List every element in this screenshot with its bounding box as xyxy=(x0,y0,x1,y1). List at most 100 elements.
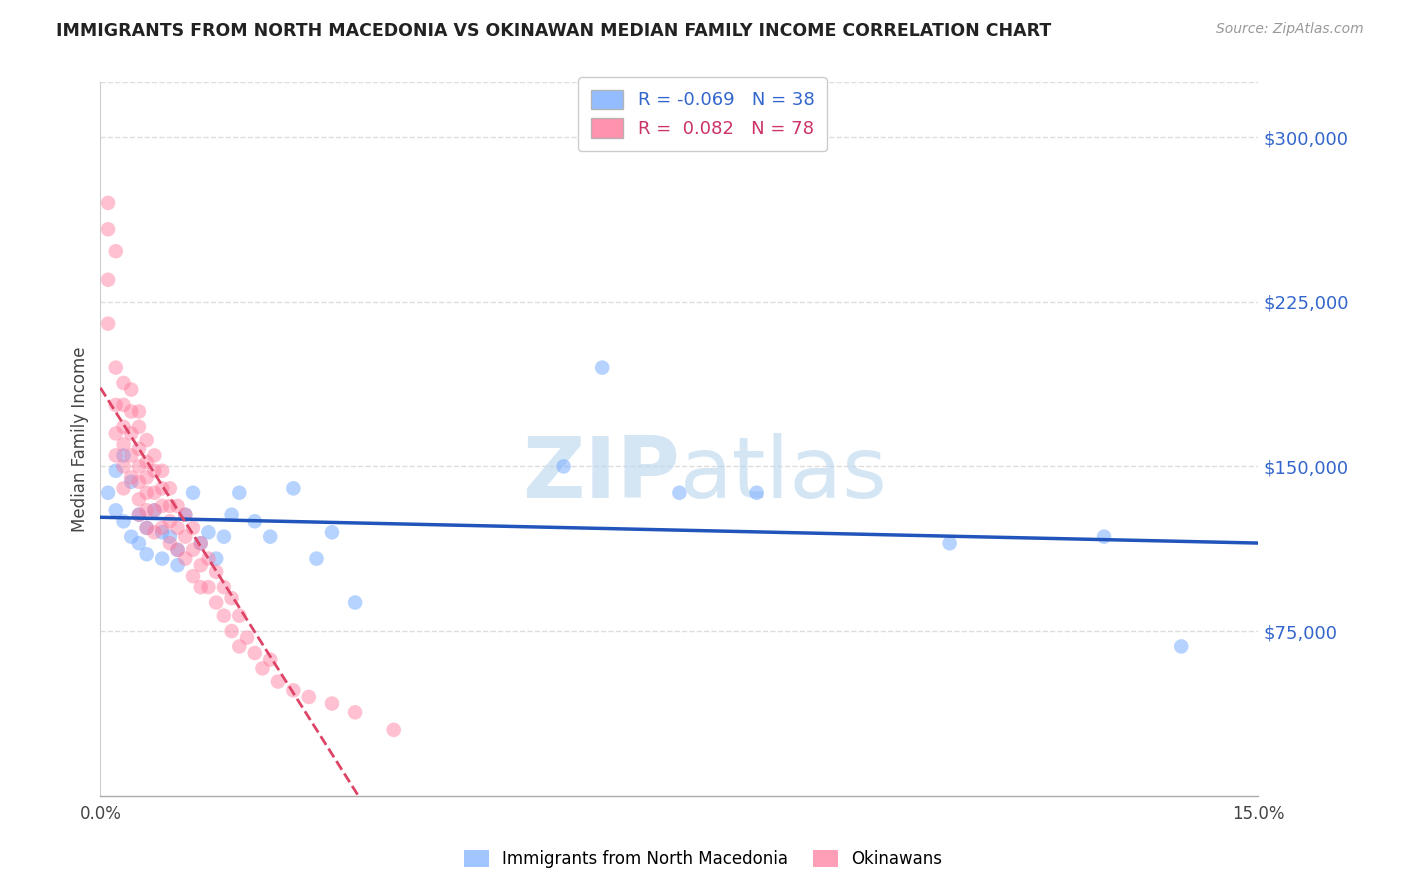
Point xyxy=(128,475,150,489)
Point xyxy=(321,697,343,711)
Point xyxy=(120,426,142,441)
Point xyxy=(166,521,188,535)
Point xyxy=(181,521,204,535)
Point xyxy=(97,195,120,210)
Point xyxy=(143,464,166,478)
Point xyxy=(150,521,173,535)
Point xyxy=(150,481,173,495)
Point xyxy=(120,449,142,463)
Point xyxy=(190,558,212,573)
Point xyxy=(150,464,173,478)
Point xyxy=(190,536,212,550)
Point xyxy=(143,449,166,463)
Point xyxy=(135,503,157,517)
Point xyxy=(159,514,181,528)
Point xyxy=(112,449,135,463)
Point xyxy=(135,455,157,469)
Point xyxy=(104,449,127,463)
Point xyxy=(128,404,150,418)
Point xyxy=(181,569,204,583)
Point xyxy=(104,503,127,517)
Point xyxy=(135,485,157,500)
Point xyxy=(120,530,142,544)
Point xyxy=(128,492,150,507)
Point xyxy=(221,591,243,606)
Point xyxy=(143,503,166,517)
Point xyxy=(135,521,157,535)
Point xyxy=(1092,530,1115,544)
Legend: R = -0.069   N = 38, R =  0.082   N = 78: R = -0.069 N = 38, R = 0.082 N = 78 xyxy=(578,77,827,151)
Point xyxy=(267,674,290,689)
Point xyxy=(283,481,305,495)
Point xyxy=(205,551,228,566)
Point xyxy=(305,551,328,566)
Point xyxy=(128,442,150,456)
Point xyxy=(197,580,219,594)
Point xyxy=(120,475,142,489)
Point xyxy=(668,485,690,500)
Point xyxy=(166,542,188,557)
Point xyxy=(344,595,367,609)
Point xyxy=(112,376,135,390)
Point xyxy=(120,383,142,397)
Point xyxy=(166,499,188,513)
Point xyxy=(228,608,250,623)
Point xyxy=(143,485,166,500)
Point xyxy=(112,459,135,474)
Point xyxy=(97,317,120,331)
Point xyxy=(135,521,157,535)
Point xyxy=(236,631,259,645)
Point xyxy=(344,706,367,720)
Point xyxy=(174,508,197,522)
Point xyxy=(128,459,150,474)
Point xyxy=(135,433,157,447)
Point xyxy=(112,398,135,412)
Point xyxy=(382,723,405,737)
Point xyxy=(159,481,181,495)
Point xyxy=(259,652,281,666)
Point xyxy=(228,485,250,500)
Point xyxy=(190,580,212,594)
Point xyxy=(159,536,181,550)
Point xyxy=(135,470,157,484)
Point xyxy=(252,661,274,675)
Point xyxy=(197,525,219,540)
Point xyxy=(128,508,150,522)
Point xyxy=(243,514,266,528)
Point xyxy=(1170,640,1192,654)
Point xyxy=(128,536,150,550)
Point xyxy=(150,551,173,566)
Point xyxy=(174,530,197,544)
Point xyxy=(120,404,142,418)
Point xyxy=(143,503,166,517)
Point xyxy=(143,525,166,540)
Point xyxy=(104,426,127,441)
Point xyxy=(591,360,613,375)
Y-axis label: Median Family Income: Median Family Income xyxy=(72,346,89,532)
Point xyxy=(243,646,266,660)
Point xyxy=(112,514,135,528)
Point xyxy=(298,690,321,704)
Point xyxy=(190,536,212,550)
Point xyxy=(104,464,127,478)
Point xyxy=(150,525,173,540)
Point xyxy=(166,542,188,557)
Point xyxy=(150,499,173,513)
Point xyxy=(112,437,135,451)
Point xyxy=(104,244,127,259)
Point xyxy=(128,420,150,434)
Legend: Immigrants from North Macedonia, Okinawans: Immigrants from North Macedonia, Okinawa… xyxy=(457,843,949,875)
Point xyxy=(159,530,181,544)
Point xyxy=(97,273,120,287)
Point xyxy=(174,508,197,522)
Point xyxy=(745,485,768,500)
Point xyxy=(221,508,243,522)
Point xyxy=(120,470,142,484)
Point xyxy=(205,565,228,579)
Point xyxy=(166,558,188,573)
Point xyxy=(321,525,343,540)
Point xyxy=(283,683,305,698)
Point xyxy=(112,420,135,434)
Point xyxy=(159,499,181,513)
Text: ZIP: ZIP xyxy=(522,434,679,516)
